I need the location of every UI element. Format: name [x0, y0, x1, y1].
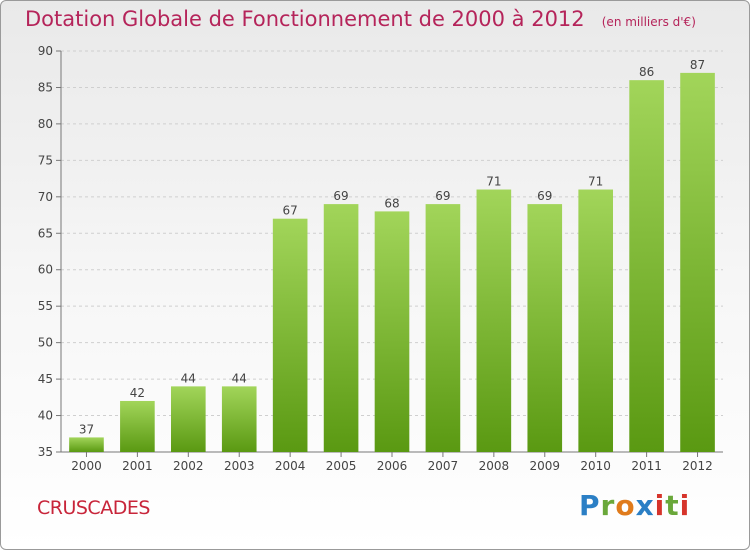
- logo-letter: i: [679, 489, 691, 522]
- x-tick-label: 2000: [71, 459, 102, 473]
- bar: [629, 80, 664, 452]
- bar: [170, 386, 206, 452]
- y-tick-label: 40: [38, 409, 53, 423]
- logo-letter: P: [579, 489, 601, 522]
- logo-letter: i: [654, 489, 666, 522]
- bar-value-label: 71: [486, 175, 501, 189]
- bar: [221, 386, 257, 452]
- y-tick-label: 75: [38, 153, 53, 167]
- y-tick-label: 35: [38, 445, 53, 459]
- bar: [578, 189, 614, 452]
- y-tick-label: 65: [38, 226, 53, 240]
- y-tick-label: 80: [38, 117, 53, 131]
- x-tick-label: 2006: [377, 459, 408, 473]
- bar-value-label: 68: [384, 196, 399, 210]
- bar-value-label: 71: [588, 175, 603, 189]
- y-tick-label: 90: [38, 44, 53, 58]
- bar: [69, 437, 104, 452]
- bar-value-label: 86: [639, 65, 654, 79]
- x-tick-label: 2011: [631, 459, 662, 473]
- bar-value-label: 87: [690, 58, 705, 72]
- bar-value-label: 69: [435, 189, 450, 203]
- bar-value-label: 42: [130, 386, 145, 400]
- chart-title-block: Dotation Globale de Fonctionnement de 20…: [25, 7, 696, 31]
- bar-value-label: 69: [333, 189, 348, 203]
- bar: [374, 211, 410, 452]
- commune-name: CRUSCADES: [37, 497, 150, 519]
- bar-value-label: 67: [283, 204, 298, 218]
- y-tick-label: 50: [38, 336, 53, 350]
- bar: [272, 218, 308, 452]
- logo-letter: t: [665, 489, 680, 522]
- logo-letter: r: [600, 489, 616, 522]
- x-tick-label: 2012: [682, 459, 713, 473]
- bar-value-label: 69: [537, 189, 552, 203]
- x-tick-label: 2008: [479, 459, 510, 473]
- x-tick-label: 2005: [326, 459, 357, 473]
- x-tick-label: 2004: [275, 459, 306, 473]
- bar: [425, 204, 461, 452]
- y-tick-label: 45: [38, 372, 53, 386]
- bar: [323, 204, 359, 452]
- bar-value-label: 44: [181, 371, 196, 385]
- logo-letter: o: [615, 489, 636, 522]
- bar: [120, 400, 155, 452]
- bar-value-label: 44: [232, 371, 247, 385]
- logo-letter: x: [635, 489, 655, 522]
- x-tick-label: 2009: [529, 459, 560, 473]
- x-tick-label: 2003: [224, 459, 255, 473]
- y-tick-label: 55: [38, 299, 53, 313]
- x-tick-label: 2007: [428, 459, 459, 473]
- y-tick-label: 60: [38, 263, 53, 277]
- x-tick-label: 2001: [122, 459, 153, 473]
- bar-value-label: 37: [79, 422, 94, 436]
- bar: [680, 72, 715, 452]
- x-tick-label: 2010: [580, 459, 611, 473]
- bar: [527, 204, 563, 452]
- chart-title: Dotation Globale de Fonctionnement de 20…: [25, 7, 585, 31]
- bar: [476, 189, 512, 452]
- chart-unit-label: (en milliers d'€): [601, 15, 696, 29]
- y-tick-label: 70: [38, 190, 53, 204]
- x-tick-label: 2002: [173, 459, 204, 473]
- proxiti-logo: Proxiti: [579, 489, 690, 522]
- y-tick-label: 85: [38, 80, 53, 94]
